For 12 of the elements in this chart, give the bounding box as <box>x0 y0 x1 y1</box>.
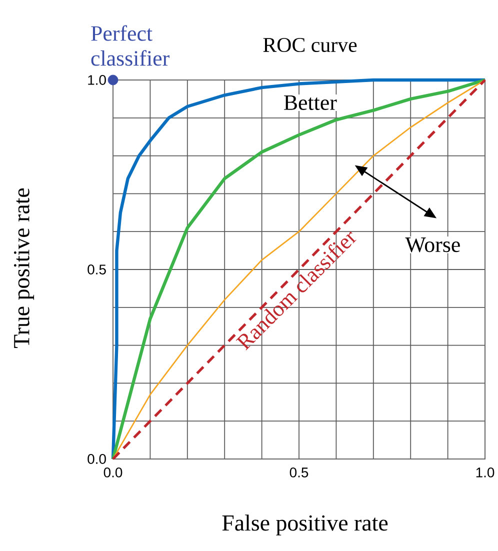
x-tick-label: 0.5 <box>290 468 308 478</box>
series-label: Perfect classifier <box>91 25 170 66</box>
x-axis-title: False positive rate <box>222 514 388 536</box>
y-axis-title: True positive rate <box>14 188 34 348</box>
y-tick-label: 0.5 <box>88 264 106 274</box>
annotation: Worse <box>405 238 460 252</box>
chart-title: ROC curve <box>263 38 357 52</box>
x-tick-label: 0.0 <box>104 468 122 478</box>
annotation: Better <box>284 95 337 110</box>
y-tick-label: 0.0 <box>88 454 106 464</box>
x-tick-label: 1.0 <box>476 468 494 478</box>
y-tick-label: 1.0 <box>88 75 106 85</box>
